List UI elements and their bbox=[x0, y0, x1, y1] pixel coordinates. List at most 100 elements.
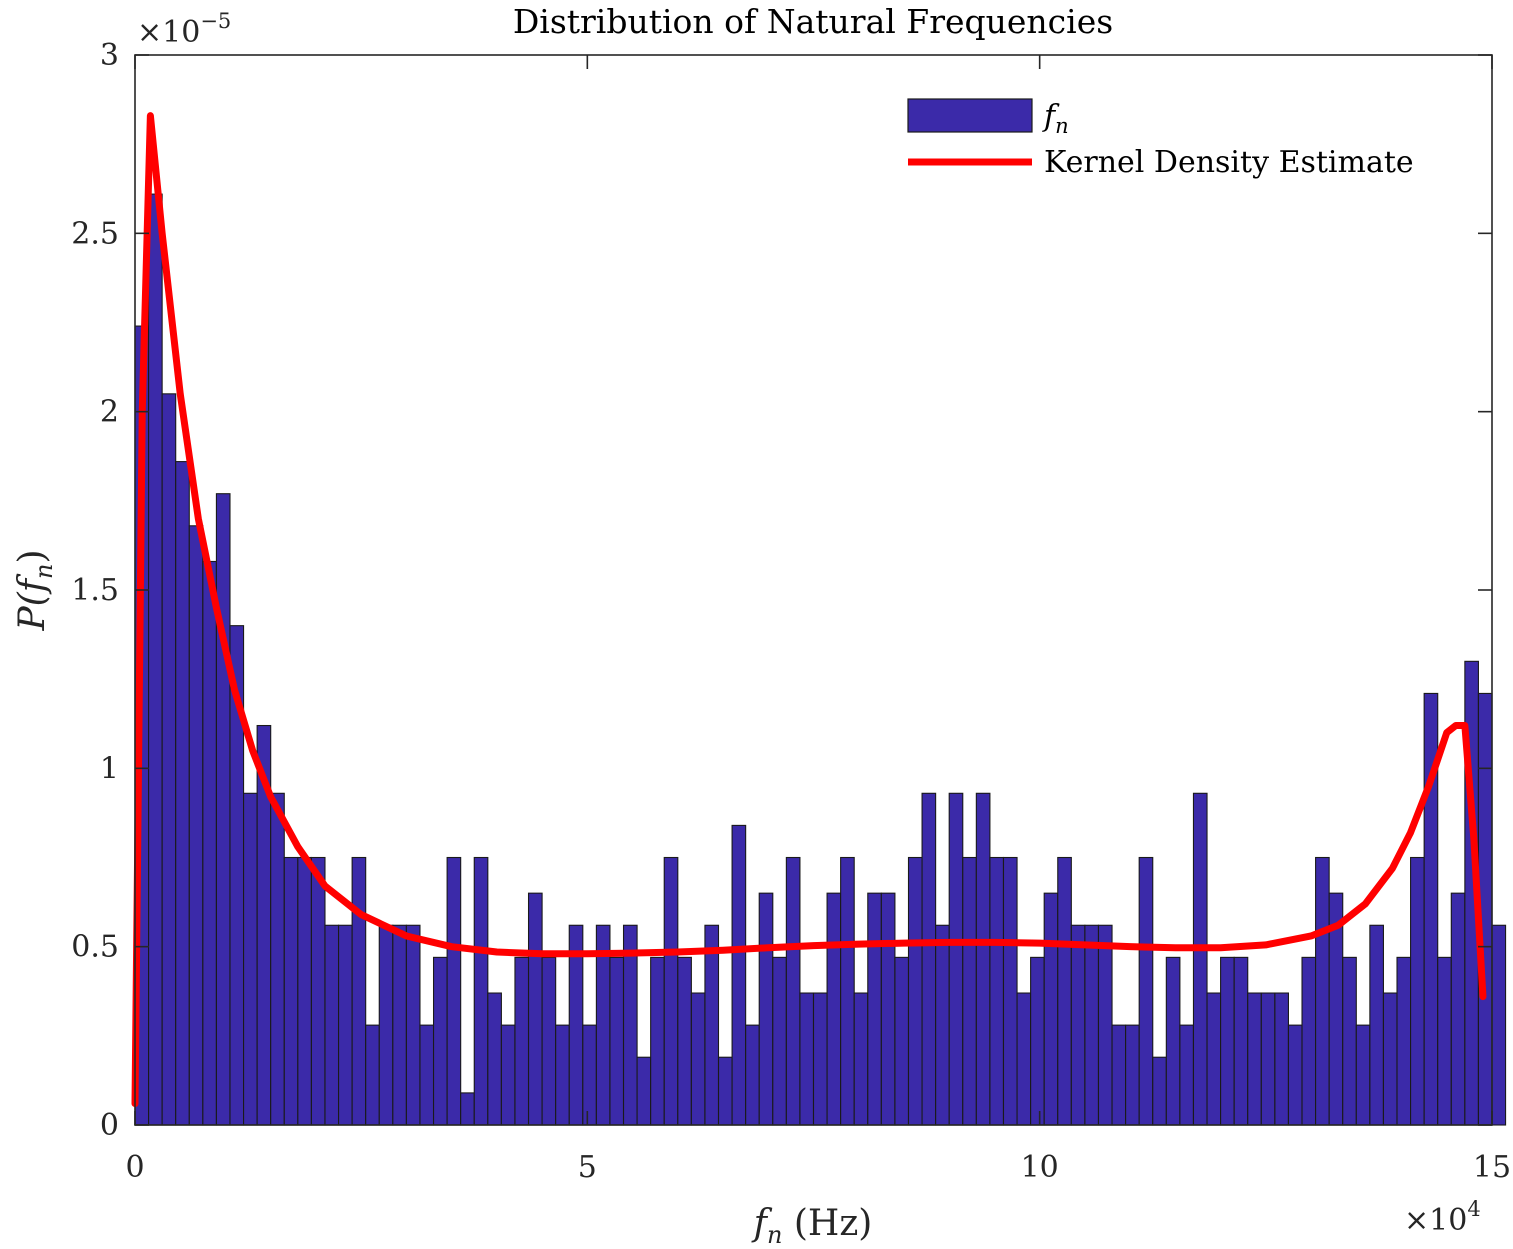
histogram-bar bbox=[405, 924, 421, 1126]
histogram-bar bbox=[1002, 856, 1018, 1126]
y-tick-label: 1 bbox=[100, 751, 119, 786]
histogram-bar bbox=[1043, 892, 1059, 1126]
histogram-bar bbox=[1437, 956, 1452, 1126]
y-axis-label: P(fn) bbox=[12, 549, 58, 631]
histogram-bar bbox=[785, 856, 801, 1126]
histogram-bar bbox=[1206, 992, 1222, 1126]
histogram-bar bbox=[840, 856, 855, 1126]
histogram-bar bbox=[731, 824, 747, 1126]
histogram-bar bbox=[270, 792, 285, 1126]
y-axis-multiplier: ×10−5 bbox=[137, 9, 231, 50]
histogram-bar bbox=[161, 393, 177, 1126]
histogram-bar bbox=[921, 792, 937, 1126]
histogram-bar bbox=[772, 956, 787, 1126]
x-tick-label: 10 bbox=[1021, 1150, 1059, 1185]
x-tick-label: 0 bbox=[125, 1150, 144, 1185]
histogram-bar bbox=[1301, 956, 1317, 1126]
histogram-bar bbox=[1030, 956, 1045, 1126]
histogram-bar bbox=[446, 856, 462, 1126]
kde-line-group bbox=[131, 112, 1487, 1108]
histogram-bar bbox=[324, 924, 340, 1126]
histogram-bar bbox=[826, 892, 842, 1126]
histogram-bar bbox=[215, 493, 231, 1126]
histogram-bar bbox=[1097, 924, 1113, 1126]
histogram-bar bbox=[935, 924, 950, 1126]
y-tick-label: 2 bbox=[100, 395, 119, 430]
histogram-bar bbox=[283, 856, 299, 1126]
histogram-bar bbox=[1491, 924, 1507, 1126]
histogram-bar bbox=[378, 924, 394, 1126]
histogram-bar bbox=[799, 992, 815, 1126]
histogram-bar bbox=[148, 193, 163, 1126]
histogram-bar bbox=[690, 992, 706, 1126]
legend: fn Kernel Density Estimate bbox=[907, 98, 1414, 180]
histogram-bar bbox=[1179, 1024, 1195, 1126]
legend-label-kde: Kernel Density Estimate bbox=[1044, 145, 1414, 180]
histogram-bar bbox=[188, 525, 204, 1126]
histogram-bar bbox=[1355, 1024, 1371, 1126]
histogram-bar bbox=[1057, 856, 1072, 1126]
histogram-bar bbox=[555, 1024, 570, 1126]
histogram-bar bbox=[297, 856, 312, 1126]
histogram-bar bbox=[609, 956, 625, 1126]
histogram-bar bbox=[704, 924, 720, 1126]
x-tick-label: 15 bbox=[1473, 1150, 1511, 1185]
histogram-bar bbox=[432, 956, 448, 1126]
histogram-bar bbox=[351, 856, 367, 1126]
histogram-bar bbox=[582, 1024, 597, 1126]
histogram-bar bbox=[989, 856, 1005, 1126]
histogram-bar bbox=[310, 856, 326, 1126]
histogram-bar bbox=[758, 892, 774, 1126]
histogram-bar bbox=[677, 956, 692, 1126]
histogram-bar bbox=[243, 792, 258, 1126]
histogram-bar bbox=[500, 1024, 516, 1126]
histogram-bar bbox=[527, 892, 543, 1126]
histogram-bar bbox=[1138, 856, 1154, 1126]
histogram-bar bbox=[1382, 992, 1398, 1126]
histogram-bar bbox=[1450, 892, 1466, 1126]
histogram-bar bbox=[202, 560, 217, 1126]
histogram-bar bbox=[1315, 856, 1330, 1126]
histogram-bar bbox=[1369, 924, 1384, 1126]
histogram-bar bbox=[1125, 1024, 1140, 1126]
histogram-bar bbox=[907, 856, 923, 1126]
histogram-bar bbox=[419, 1024, 435, 1126]
histogram-bar bbox=[948, 792, 964, 1126]
histogram-bar bbox=[867, 892, 882, 1126]
y-tick-labels: 0 0.5 1 1.5 2 2.5 3 bbox=[71, 38, 119, 1143]
histogram-bar bbox=[175, 461, 190, 1126]
histogram-bar bbox=[663, 856, 679, 1126]
kde-line bbox=[131, 112, 1487, 1108]
histogram-bar bbox=[650, 956, 665, 1126]
histogram-bar bbox=[460, 1092, 475, 1126]
x-tick-labels: 0 5 10 15 bbox=[125, 1150, 1511, 1185]
histogram-bar bbox=[473, 856, 489, 1126]
histogram-bar bbox=[853, 992, 869, 1126]
histogram-bar bbox=[541, 956, 557, 1126]
histogram-bar bbox=[1342, 956, 1357, 1126]
y-tick-label: 0.5 bbox=[71, 930, 119, 965]
histogram-bar bbox=[1396, 956, 1412, 1126]
y-tick-label: 1.5 bbox=[71, 573, 119, 608]
histogram-bar bbox=[487, 992, 502, 1126]
histogram-bar bbox=[1233, 956, 1249, 1126]
histogram-bar bbox=[392, 924, 407, 1126]
y-tick-label: 0 bbox=[100, 1108, 119, 1143]
histogram-bar bbox=[337, 924, 353, 1126]
legend-swatch-histogram bbox=[907, 98, 1033, 133]
histogram-bar bbox=[1287, 1024, 1303, 1126]
histogram-bar bbox=[365, 1024, 380, 1126]
histogram-bar bbox=[894, 956, 910, 1126]
histogram-bar bbox=[514, 956, 530, 1126]
histogram-bar bbox=[1165, 956, 1181, 1126]
chart-title: Distribution of Natural Frequencies bbox=[513, 2, 1113, 41]
histogram-bar bbox=[1084, 924, 1100, 1126]
histogram-bar bbox=[1070, 924, 1086, 1126]
y-tick-label: 3 bbox=[100, 38, 119, 73]
histogram-bar bbox=[1111, 1024, 1127, 1126]
histogram-bar bbox=[962, 856, 977, 1126]
x-tick-label: 5 bbox=[578, 1150, 597, 1185]
histogram-bar bbox=[1274, 992, 1290, 1126]
axis-ticks bbox=[134, 54, 1493, 1126]
histogram-bar bbox=[880, 892, 896, 1126]
